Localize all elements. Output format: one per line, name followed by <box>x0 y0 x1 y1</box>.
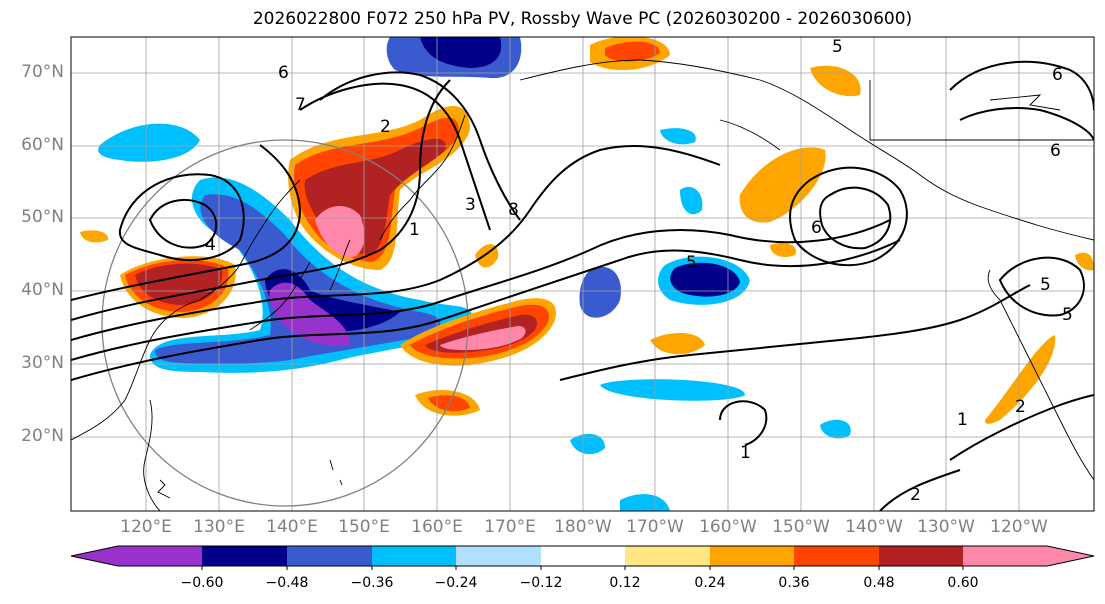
colorbar-tick-label: 0.24 <box>694 575 726 591</box>
neg-anomaly-mid <box>579 266 621 318</box>
contour-label: 1 <box>957 410 968 430</box>
lon-label: 170°W <box>626 517 684 537</box>
pos-anomaly-ne-red <box>605 41 660 62</box>
contour-label: 7 <box>295 95 306 115</box>
contour-label: 8 <box>508 200 519 220</box>
neg-anomaly-bits4 <box>680 186 703 215</box>
colorbar-tick-label: 0.12 <box>609 575 641 591</box>
neg-anomaly-north-inner <box>420 37 502 68</box>
contour-label: 2 <box>1015 397 1026 417</box>
lon-label: 170°E <box>484 517 536 537</box>
map-title: 2026022800 F072 250 hPa PV, Rossby Wave … <box>252 9 913 29</box>
neg-anomaly-bits6 <box>620 494 670 511</box>
contour-label: 4 <box>205 235 216 255</box>
pos-anomaly-pink-mid <box>440 326 526 350</box>
pos-anomaly-bits3 <box>80 230 109 243</box>
pos-anomaly-mid2 <box>650 333 705 355</box>
contour-label: 2 <box>380 117 391 137</box>
contour-label: 5 <box>832 37 843 57</box>
colorbar-swatch <box>118 546 202 566</box>
graticule <box>71 37 1094 511</box>
pos-anomaly-bits2 <box>770 243 796 257</box>
contour-label: 6 <box>811 218 822 238</box>
colorbar-tick-label: −0.60 <box>180 575 224 591</box>
colorbar-tick-label: 0.48 <box>863 575 895 591</box>
neg-anomaly-bits2 <box>600 379 745 401</box>
colorbar <box>70 545 1095 570</box>
colorbar-swatch <box>710 546 794 566</box>
colorbar-swatch <box>963 546 1047 566</box>
lat-label: 30°N <box>21 353 64 373</box>
lon-label: 160°W <box>699 517 757 537</box>
colorbar-tick-label: −0.48 <box>265 575 309 591</box>
lon-label: 120°E <box>120 517 172 537</box>
colorbar-swatch <box>202 546 287 566</box>
colorbar-swatch <box>372 546 456 566</box>
colorbar-swatch <box>625 546 710 566</box>
map-frame <box>70 36 1095 512</box>
lon-label: 130°E <box>193 517 245 537</box>
pos-anomaly-pink-nw <box>315 205 365 258</box>
contour-label: 5 <box>1062 305 1073 325</box>
lon-label: 140°E <box>266 517 318 537</box>
contour-label: 2 <box>910 485 921 505</box>
lon-label: 150°E <box>338 517 390 537</box>
shaded-anomalies <box>98 37 851 511</box>
neg-anomaly-bits5 <box>660 128 696 145</box>
colorbar-outline <box>70 545 1095 567</box>
colorbar-tick-label: −0.24 <box>434 575 478 591</box>
pos-anomaly-bits4 <box>1075 252 1094 271</box>
colorbar-tick-label: −0.36 <box>350 575 394 591</box>
colorbar-swatch <box>879 546 963 566</box>
colorbar-tick-label: 0.60 <box>947 575 979 591</box>
colorbar-extend-low <box>71 546 118 566</box>
contour-label: 5 <box>1040 275 1051 295</box>
neg-anomaly-bits1 <box>570 433 605 455</box>
pos-anomaly-east <box>984 335 1056 424</box>
lon-label: 160°E <box>411 517 463 537</box>
map-frame-bg <box>71 37 1094 511</box>
lat-label: 20°N <box>21 426 64 446</box>
colorbar-swatch <box>794 546 879 566</box>
lon-label: 120°W <box>990 517 1048 537</box>
lon-label: 130°W <box>917 517 975 537</box>
lat-label: 60°N <box>21 135 64 155</box>
colorbar-tick-label: −0.12 <box>519 575 563 591</box>
colorbar-swatch <box>541 546 625 566</box>
colorbar-swatch <box>456 546 541 566</box>
lon-label: 140°W <box>845 517 903 537</box>
contour-labels: 6 7 8 5 4 1 2 3 6 5 6 1 2 1 2 5 6 5 <box>205 37 1073 505</box>
reference-circle <box>101 139 469 507</box>
neg-anomaly-central-inner <box>670 262 740 297</box>
contour-label: 1 <box>409 220 420 240</box>
lon-label: 150°W <box>772 517 830 537</box>
neg-anomaly-nw <box>98 123 200 162</box>
lat-label: 50°N <box>21 207 64 227</box>
contour-label: 3 <box>465 195 476 215</box>
neg-anomaly-bits3 <box>820 419 851 439</box>
colorbar-extend-high <box>1047 546 1094 566</box>
pos-anomaly-darkred-west <box>135 263 223 305</box>
lat-label: 70°N <box>21 62 64 82</box>
contour-label: 6 <box>1052 65 1063 85</box>
colorbar-swatch <box>287 546 372 566</box>
contour-label: 1 <box>740 443 751 463</box>
lat-label: 40°N <box>21 280 64 300</box>
pos-anomaly-bering <box>739 147 826 223</box>
pv-contours <box>71 60 1094 511</box>
contour-label: 6 <box>1050 141 1061 161</box>
contour-label: 6 <box>278 63 289 83</box>
contour-label: 5 <box>686 253 697 273</box>
colorbar-tick-label: 0.36 <box>778 575 810 591</box>
lon-label: 180°W <box>554 517 612 537</box>
